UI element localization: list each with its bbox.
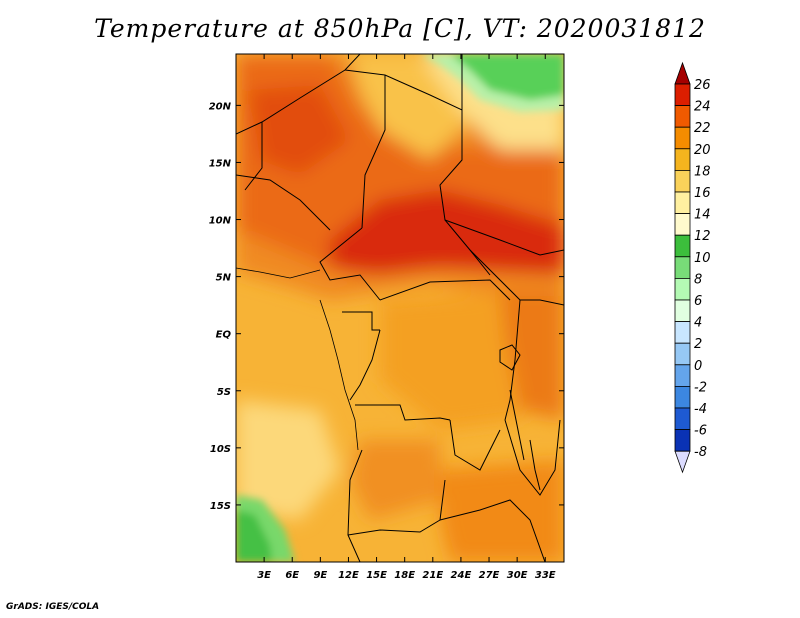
colorbar-label: 24 — [694, 100, 711, 115]
lake-victoria — [499, 344, 521, 371]
y-tick-label: 5N — [216, 273, 232, 284]
border-segment — [347, 479, 446, 536]
y-tick-label: 15S — [210, 501, 231, 512]
colorbar-label: 2 — [694, 337, 702, 352]
x-tick-label: 33E — [535, 570, 556, 581]
border-segment — [347, 449, 363, 562]
colorbar-swatch — [674, 321, 691, 344]
colorbar-label: -4 — [694, 402, 707, 417]
border-segment — [439, 499, 546, 562]
colorbar-label: 12 — [694, 229, 711, 244]
x-tick-label: 24E — [451, 570, 472, 581]
colorbar-label: 8 — [694, 272, 702, 287]
field-angola — [350, 440, 440, 520]
colorbar-swatch — [674, 234, 691, 258]
field-southeast — [440, 460, 564, 562]
colorbar-swatch — [674, 169, 691, 193]
x-tick-label: 3E — [257, 570, 271, 581]
colorbar-swatch — [674, 191, 691, 215]
x-tick-label: 30E — [507, 570, 528, 581]
colorbar-swatch — [674, 299, 691, 323]
colorbar-swatch — [674, 407, 691, 431]
x-axis: 3E 6E 9E 12E 15E 18E 21E 24E 27E 30E 33E — [257, 54, 556, 581]
colorbar-label: 14 — [694, 208, 711, 223]
y-tick-label: 20N — [209, 101, 232, 112]
border-segment — [504, 419, 561, 496]
x-tick-label: 15E — [366, 570, 387, 581]
colorbar-swatch — [674, 105, 691, 128]
colorbar-swatch — [674, 342, 691, 366]
lake-tanganyika — [509, 389, 525, 461]
border-segment — [236, 54, 361, 135]
colorbar-swatch — [674, 83, 691, 107]
colorbar-label: -8 — [694, 445, 707, 460]
border-segment — [349, 329, 381, 401]
field-east-lakes — [500, 290, 564, 420]
colorbar-label: 0 — [694, 359, 702, 374]
x-tick-label: 12E — [338, 570, 359, 581]
colorbar-swatch — [674, 364, 691, 387]
field-central — [380, 290, 540, 430]
y-axis: 20N 15N 10N 5N EQ 5S 10S 15S — [209, 101, 564, 512]
border-segment — [361, 75, 386, 229]
field-coolest-north — [450, 54, 564, 100]
border-segment — [444, 219, 564, 256]
border-segment — [344, 54, 463, 111]
colorbar-top-arrow — [674, 61, 691, 85]
colorbar-label: 18 — [694, 164, 711, 179]
field-hot-west — [250, 85, 350, 175]
y-tick-label: 15N — [209, 158, 232, 169]
border-segment — [244, 122, 263, 191]
colorbar-swatch — [674, 148, 691, 171]
colorbar-swatch — [674, 213, 691, 236]
colorbar-bottom-arrow — [674, 450, 691, 474]
country-borders — [236, 54, 564, 562]
border-segment — [469, 249, 564, 306]
border-segment — [379, 279, 511, 301]
x-tick-label: 21E — [422, 570, 443, 581]
coastline — [319, 299, 359, 451]
field-coastal-cool — [236, 400, 340, 520]
coastline — [236, 267, 321, 279]
colorbar-swatch — [674, 429, 691, 452]
colorbar-swatch — [674, 277, 691, 301]
border-segment — [439, 110, 491, 276]
border-segment — [236, 174, 331, 231]
x-tick-label: 6E — [285, 570, 299, 581]
border-segment — [504, 299, 521, 421]
colorbar-swatch — [674, 126, 691, 150]
colorbar-label: 22 — [694, 121, 711, 136]
colorbar-label: 10 — [694, 251, 711, 266]
border-segment — [342, 311, 380, 331]
border-segment — [449, 419, 501, 471]
y-tick-label: 10N — [209, 216, 232, 227]
y-tick-label: EQ — [216, 330, 232, 341]
x-tick-label: 18E — [394, 570, 415, 581]
colorbar-label: 20 — [694, 143, 711, 158]
field-hottest-band — [330, 190, 564, 275]
colorbar-label: -2 — [694, 380, 707, 395]
border-segment — [355, 404, 451, 421]
map-frame — [235, 53, 565, 563]
colorbar-label: 6 — [694, 294, 702, 309]
field-southwest-coolest — [236, 510, 272, 562]
map-title: Temperature at 850hPa [C], VT: 202003181… — [94, 14, 706, 43]
colorbar-label: 26 — [694, 78, 711, 93]
x-tick-label: 9E — [313, 570, 327, 581]
colorbar-label: 16 — [694, 186, 711, 201]
colorbar-label: -6 — [694, 424, 707, 439]
grads-credit: GrADS: IGES/COLA — [6, 602, 100, 612]
colorbar-swatch — [674, 256, 691, 279]
colorbar-label: 4 — [694, 316, 702, 331]
temperature-field — [236, 54, 564, 562]
y-tick-label: 5S — [217, 387, 231, 398]
x-tick-label: 27E — [479, 570, 500, 581]
border-segment — [319, 227, 381, 301]
lake-malawi — [529, 439, 541, 491]
y-tick-label: 10S — [210, 444, 231, 455]
colorbar-swatch — [674, 385, 691, 409]
